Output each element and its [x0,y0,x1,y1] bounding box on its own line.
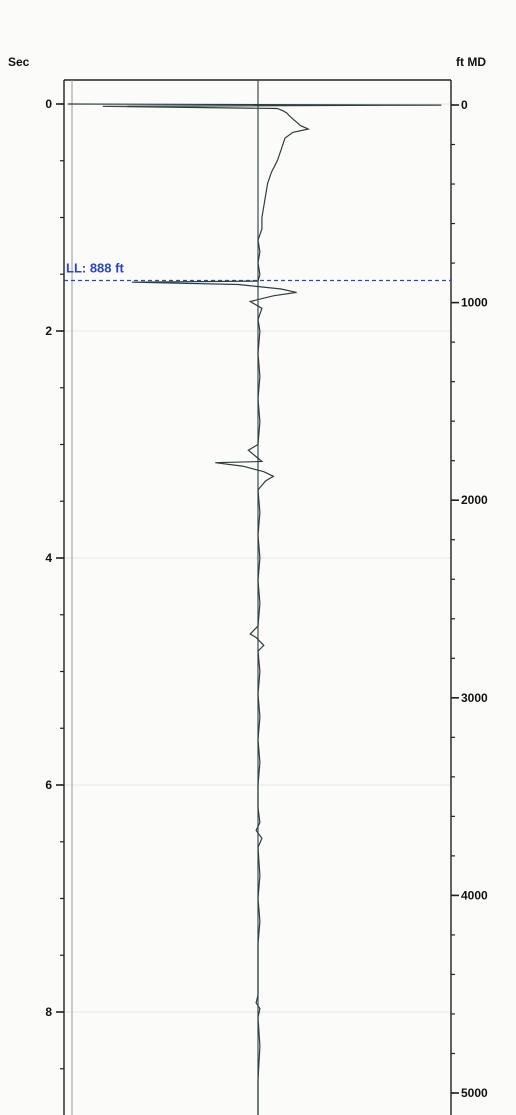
right-axis-label: ft MD [456,55,486,69]
left-tick-label: 0 [45,97,52,111]
right-tick-label: 1000 [461,296,488,310]
right-tick-label: 2000 [461,493,488,507]
left-axis-ticks: 0 2 4 6 8 [45,97,64,1070]
series-trace [67,103,442,1115]
right-tick-label: 4000 [461,888,488,902]
left-tick-label: 2 [45,324,52,338]
right-axis-ticks: 0 1000 2000 3000 4000 5000 [451,98,488,1100]
right-tick-label: 3000 [461,691,488,705]
left-tick-label: 4 [45,551,52,565]
marker-label: LL: 888 ft [66,260,124,275]
right-tick-label: 5000 [461,1086,488,1100]
right-tick-label: 0 [461,98,468,112]
left-tick-label: 6 [45,778,52,792]
left-axis-label: Sec [8,55,30,69]
depth-marker: LL: 888 ft [64,260,451,282]
left-tick-label: 8 [45,1005,52,1019]
